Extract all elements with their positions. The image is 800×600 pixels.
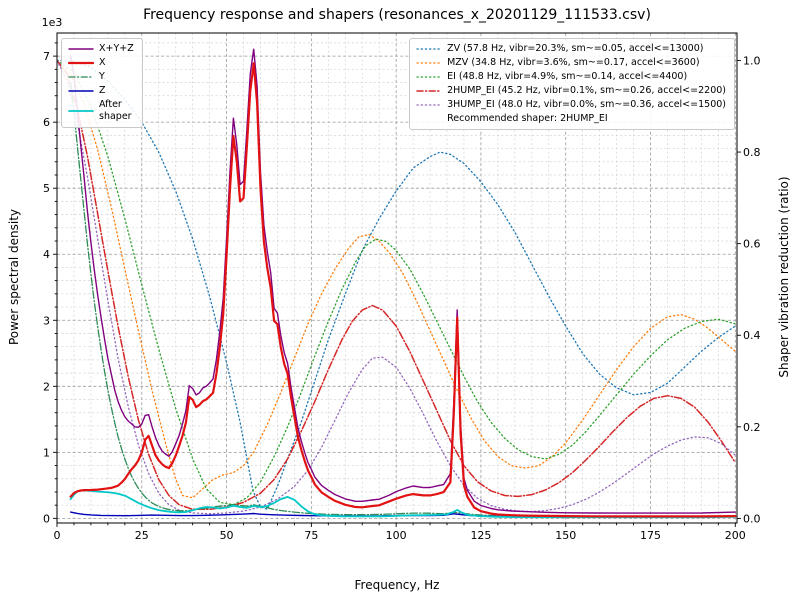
y-axis-offset-label: 1e3 [42,16,63,29]
legend-label: Y [99,71,105,83]
grid-minor [57,33,737,523]
legend-line-sample [68,90,94,92]
legend-label: Z [99,85,106,97]
y-right-tick-label: 0.4 [743,329,761,342]
legend-line-sample [68,61,94,65]
series-mzv-line [57,59,736,499]
y-right-tick-label: 1.0 [743,54,761,67]
y-left-tick-label: 3 [43,314,50,327]
legend-label: X+Y+Z [99,43,134,55]
legend-item-x: X [68,57,134,69]
legend-recommended-note: Recommended shaper: 2HUMP_EI [447,113,608,124]
legend-line-sample [68,109,94,112]
legend-shapers: ZV (57.8 Hz, vibr=20.3%, sm~=0.05, accel… [409,38,735,130]
x-tick-label: 75 [304,529,318,542]
legend-item-zv: ZV (57.8 Hz, vibr=20.3%, sm~=0.05, accel… [416,43,726,55]
x-tick-label: 200 [725,529,746,542]
x-tick-label: 100 [386,529,407,542]
legend-line-sample [68,48,94,50]
y-left-tick-label: 4 [43,248,50,261]
y-left-tick-label: 5 [43,182,50,195]
y-left-tick-label: 2 [43,380,50,393]
series-x-line [69,62,737,518]
legend-line-sample [416,48,442,50]
legend-line-sample [68,76,94,78]
y-right-tick-label: 0.0 [743,512,761,525]
series-3hump-ei-line [57,59,736,515]
x-axis-label: Frequency, Hz [354,578,440,592]
legend-line-sample [416,104,442,106]
legend-item-z: Z [68,85,134,97]
legend-item-ei: EI (48.8 Hz, vibr=4.9%, sm~=0.14, accel<… [416,71,726,83]
legend-psd: X+Y+Z X Y Z After shaper [61,38,143,128]
x-tick-label: 150 [555,529,576,542]
series-2hump-ei-line [57,59,737,511]
tick-marks [53,42,741,527]
legend-item-2hump-ei: 2HUMP_EI (45.2 Hz, vibr=0.1%, sm~=0.26, … [416,85,726,97]
x-tick-label: 25 [135,529,149,542]
series-after-shaper-line [69,489,737,519]
y-left-tick-label: 0 [43,512,50,525]
legend-line-sample [416,90,442,92]
legend-label: EI (48.8 Hz, vibr=4.9%, sm~=0.14, accel<… [447,71,688,83]
legend-line-sample [416,62,442,64]
legend-item-y: Y [68,71,134,83]
legend-label: 3HUMP_EI (48.0 Hz, vibr=0.0%, sm~=0.36, … [447,99,726,111]
legend-line-sample [416,76,442,78]
x-tick-label: 125 [470,529,491,542]
legend-item-after-shaper: After shaper [68,99,134,123]
chart-title: Frequency response and shapers (resonanc… [143,7,651,23]
series-lines [57,48,737,519]
y-left-tick-label: 6 [43,116,50,129]
axes-spines [56,32,738,524]
x-tick-label: 50 [220,529,234,542]
y-right-tick-label: 0.6 [743,238,761,251]
y-left-tick-label: 1 [43,446,50,459]
legend-item-3hump-ei: 3HUMP_EI (48.0 Hz, vibr=0.0%, sm~=0.36, … [416,99,726,111]
legend-label: ZV (57.8 Hz, vibr=20.3%, sm~=0.05, accel… [447,43,704,55]
series-ei-line [57,59,736,506]
series-zv-line [57,59,736,510]
legend-label: MZV (34.8 Hz, vibr=3.6%, sm~=0.17, accel… [447,57,700,69]
x-tick-label: 0 [54,529,61,542]
legend-item-mzv: MZV (34.8 Hz, vibr=3.6%, sm~=0.17, accel… [416,57,726,69]
y-left-tick-label: 7 [43,50,50,63]
legend-label: 2HUMP_EI (45.2 Hz, vibr=0.1%, sm~=0.26, … [447,85,726,97]
tick-labels: 0 25 50 75 100 125 150 175 200 0 1 2 3 4 5 6 7 0.0 0.2 0.4 0… [42,16,761,542]
y-axis-label-right: Shaper vibration reduction (ratio) [777,176,791,378]
x-tick-label: 175 [640,529,661,542]
series-y-line [69,81,736,518]
legend-label: X [99,57,106,69]
y-right-tick-label: 0.2 [743,421,761,434]
y-axis-label-left: Power spectral density [7,208,21,346]
y-right-tick-label: 0.8 [743,146,761,159]
legend-item-x-y-z: X+Y+Z [68,43,134,55]
legend-label: After shaper [99,99,132,122]
